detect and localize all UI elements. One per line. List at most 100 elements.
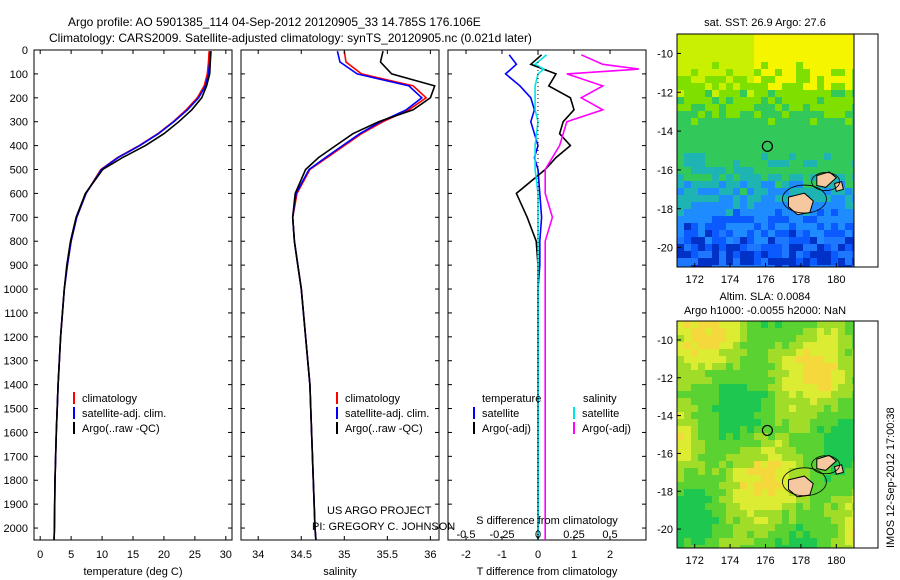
depth-tick-label: 1600 — [4, 427, 28, 439]
map-cell — [761, 118, 768, 125]
map-y-tick-label: -14 — [657, 126, 673, 138]
map-cell — [852, 482, 854, 489]
map-cell — [698, 195, 705, 202]
map-cell — [719, 160, 726, 167]
map-cell — [698, 524, 705, 531]
map-cell — [775, 356, 782, 363]
map-cell — [747, 202, 754, 209]
map-cell — [684, 55, 691, 62]
map-cell — [684, 48, 691, 55]
map-cell — [838, 335, 845, 342]
map-cell — [740, 538, 747, 545]
map-cell — [803, 398, 810, 405]
x-tick-label-2: 0.5 — [602, 529, 617, 541]
map-cell — [775, 328, 782, 335]
map-cell — [796, 244, 803, 251]
map-cell — [747, 48, 754, 55]
map-cell — [852, 223, 854, 230]
map-cell — [761, 258, 768, 265]
map-cell — [733, 426, 740, 433]
map-cell — [789, 517, 796, 524]
map-cell — [733, 188, 740, 195]
salinity-x-label: salinity — [323, 566, 357, 578]
map-cell — [684, 405, 691, 412]
map-cell — [817, 545, 824, 548]
map-cell — [845, 251, 852, 258]
map-cell — [789, 167, 796, 174]
salinity-panel-frame — [240, 49, 440, 541]
map-cell — [817, 34, 824, 41]
map-cell — [754, 475, 761, 482]
map-cell — [838, 419, 845, 426]
map-cell — [740, 181, 747, 188]
map-cell — [684, 447, 691, 454]
map-cell — [775, 524, 782, 531]
map-cell — [747, 125, 754, 132]
map-cell — [726, 202, 733, 209]
map-cell — [726, 363, 733, 370]
map-x-tick-label: 172 — [686, 555, 704, 567]
map-cell — [810, 104, 817, 111]
map-cell — [684, 258, 691, 265]
map-cell — [719, 321, 726, 328]
map-cell — [726, 83, 733, 90]
map-cell — [810, 237, 817, 244]
map-cell — [768, 433, 775, 440]
map-cell — [852, 531, 854, 538]
map-cell — [684, 391, 691, 398]
map-cell — [754, 83, 761, 90]
map-cell — [691, 97, 698, 104]
map-cell — [824, 62, 831, 69]
map-cell — [845, 139, 852, 146]
map-cell — [796, 216, 803, 223]
map-cell — [754, 139, 761, 146]
map-cell — [747, 468, 754, 475]
map-cell — [712, 83, 719, 90]
legend-header-salinity: salinity — [583, 393, 617, 405]
map-cell — [782, 202, 789, 209]
map-cell — [838, 167, 845, 174]
map-cell — [677, 475, 684, 482]
map-cell — [838, 342, 845, 349]
map-cell — [803, 41, 810, 48]
map-cell — [747, 349, 754, 356]
map-cell — [733, 517, 740, 524]
map-cell — [789, 447, 796, 454]
map-cell — [684, 104, 691, 111]
map-cell — [761, 384, 768, 391]
map-cell — [747, 510, 754, 517]
map-cell — [677, 132, 684, 139]
map-cell — [768, 342, 775, 349]
map-cell — [852, 76, 854, 83]
map-cell — [852, 356, 854, 363]
map-cell — [845, 265, 852, 267]
map-cell — [733, 62, 740, 69]
map-cell — [698, 328, 705, 335]
map-cell — [810, 426, 817, 433]
map-cell — [810, 370, 817, 377]
difference-x-label: T difference from climatology — [477, 566, 618, 578]
map-cell — [845, 419, 852, 426]
map-cell — [845, 188, 852, 195]
map-cell — [803, 531, 810, 538]
map-cell — [747, 496, 754, 503]
map-cell — [698, 69, 705, 76]
map-cell — [684, 188, 691, 195]
map-cell — [796, 118, 803, 125]
map-cell — [719, 132, 726, 139]
map-cell — [845, 503, 852, 510]
map-cell — [789, 251, 796, 258]
map-cell — [726, 181, 733, 188]
map-cell — [810, 181, 817, 188]
map-cell — [761, 419, 768, 426]
map-cell — [677, 356, 684, 363]
map-cell — [719, 391, 726, 398]
map-cell — [698, 447, 705, 454]
map-cell — [824, 118, 831, 125]
map-cell — [719, 468, 726, 475]
map-cell — [789, 461, 796, 468]
map-cell — [824, 489, 831, 496]
map-cell — [782, 489, 789, 496]
map-cell — [705, 41, 712, 48]
map-cell — [677, 370, 684, 377]
